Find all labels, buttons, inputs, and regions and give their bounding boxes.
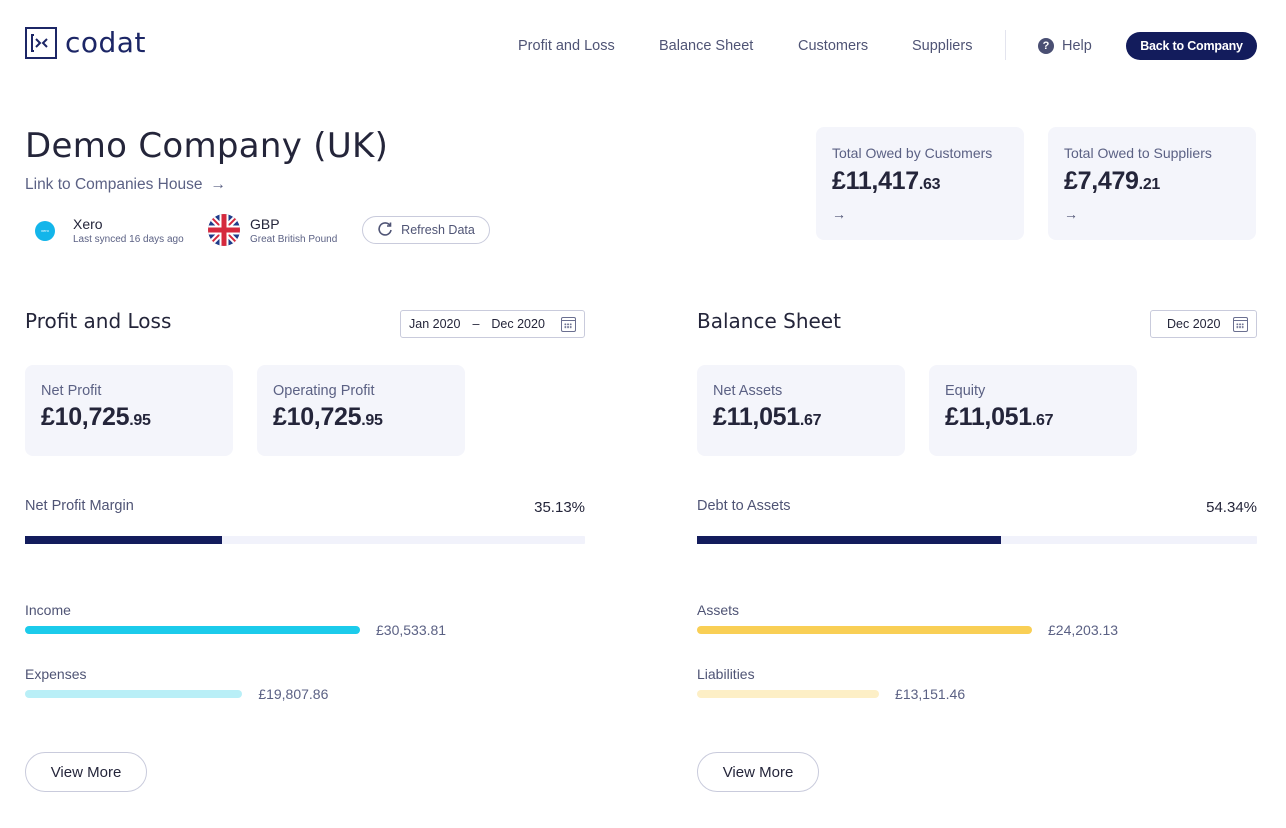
assets-bar bbox=[697, 626, 1032, 634]
nav-suppliers[interactable]: Suppliers bbox=[912, 38, 973, 54]
source-sync-status: Last synced 16 days ago bbox=[73, 234, 184, 245]
currency-info: GBP Great British Pound bbox=[208, 214, 337, 246]
operating-profit-card: Operating Profit £10,725.95 bbox=[257, 365, 465, 456]
assets-value: £24,203.13 bbox=[1048, 622, 1119, 638]
assets-label: Assets bbox=[697, 602, 740, 618]
expenses-label: Expenses bbox=[25, 666, 87, 682]
net-profit-card: Net Profit £10,725.95 bbox=[25, 365, 233, 456]
refresh-data-button[interactable]: Refresh Data bbox=[362, 216, 490, 244]
companies-house-link[interactable]: Link to Companies House → bbox=[25, 176, 226, 194]
pnl-date-from: Jan 2020 bbox=[409, 317, 461, 331]
nav-divider bbox=[1005, 30, 1006, 60]
net-profit-margin-fill bbox=[25, 536, 222, 544]
owed-customers-amount: £11,417.63 bbox=[832, 167, 941, 195]
total-owed-to-suppliers-card[interactable]: Total Owed to Suppliers £7,479.21 → bbox=[1048, 127, 1256, 240]
net-profit-margin-bar bbox=[25, 536, 585, 544]
liabilities-bar bbox=[697, 690, 880, 698]
owed-suppliers-amount: £7,479.21 bbox=[1064, 167, 1161, 195]
net-assets-card: Net Assets £11,051.67 bbox=[697, 365, 905, 456]
currency-name: Great British Pound bbox=[250, 233, 338, 245]
arrow-right-icon: → bbox=[210, 176, 227, 193]
debt-to-assets-value: 54.34% bbox=[1206, 499, 1257, 516]
equity-value: £11,051.67 bbox=[945, 403, 1054, 431]
pnl-view-more-button[interactable]: View More bbox=[25, 752, 147, 792]
arrow-right-icon[interactable]: → bbox=[832, 206, 846, 222]
date-range-separator: – bbox=[472, 317, 480, 331]
brand-name: codat bbox=[65, 26, 146, 59]
nav-profit-and-loss[interactable]: Profit and Loss bbox=[518, 38, 615, 54]
nav-balance-sheet[interactable]: Balance Sheet bbox=[659, 38, 754, 54]
equity-label: Equity bbox=[945, 383, 986, 399]
net-profit-margin-label: Net Profit Margin bbox=[25, 498, 134, 514]
help-icon: ? bbox=[1038, 38, 1054, 54]
bs-date-picker[interactable]: Dec 2020 bbox=[1150, 310, 1257, 338]
owed-suppliers-label: Total Owed to Suppliers bbox=[1064, 145, 1212, 161]
codat-logo[interactable]: codat bbox=[25, 26, 146, 59]
bs-date: Dec 2020 bbox=[1167, 317, 1221, 331]
xero-icon: xero bbox=[35, 220, 55, 241]
pnl-date-to: Dec 2020 bbox=[491, 317, 545, 331]
back-to-company-button[interactable]: Back to Company bbox=[1126, 32, 1257, 60]
debt-to-assets-bar bbox=[697, 536, 1257, 544]
accounting-source: xero Xero Last synced 16 days ago bbox=[35, 216, 184, 245]
uk-flag-icon bbox=[208, 214, 240, 246]
help-link[interactable]: ? Help bbox=[1038, 38, 1092, 54]
bs-view-more-button[interactable]: View More bbox=[697, 752, 819, 792]
codat-logo-icon bbox=[25, 26, 57, 59]
net-assets-value: £11,051.67 bbox=[713, 403, 822, 431]
operating-profit-label: Operating Profit bbox=[273, 383, 375, 399]
debt-to-assets-fill bbox=[697, 536, 1002, 544]
currency-code: GBP bbox=[250, 215, 280, 232]
pnl-date-range-picker[interactable]: Jan 2020 – Dec 2020 bbox=[400, 310, 585, 338]
debt-to-assets-label: Debt to Assets bbox=[697, 498, 791, 514]
net-profit-margin-value: 35.13% bbox=[534, 499, 585, 516]
arrow-right-icon[interactable]: → bbox=[1064, 206, 1078, 222]
liabilities-label: Liabilities bbox=[697, 666, 755, 682]
liabilities-value: £13,151.46 bbox=[895, 686, 966, 702]
total-owed-by-customers-card[interactable]: Total Owed by Customers £11,417.63 → bbox=[816, 127, 1024, 240]
companies-house-link-label: Link to Companies House bbox=[25, 176, 203, 193]
operating-profit-value: £10,725.95 bbox=[273, 403, 383, 431]
income-label: Income bbox=[25, 602, 71, 618]
company-name: Demo Company (UK) bbox=[25, 126, 389, 166]
income-bar bbox=[25, 626, 360, 634]
calendar-icon bbox=[1233, 316, 1248, 332]
net-profit-value: £10,725.95 bbox=[41, 403, 151, 431]
owed-customers-label: Total Owed by Customers bbox=[832, 145, 993, 161]
help-label: Help bbox=[1062, 38, 1092, 54]
expenses-value: £19,807.86 bbox=[258, 686, 329, 702]
net-profit-label: Net Profit bbox=[41, 383, 102, 399]
refresh-icon bbox=[377, 221, 393, 240]
calendar-icon bbox=[561, 316, 576, 332]
income-value: £30,533.81 bbox=[376, 622, 447, 638]
equity-card: Equity £11,051.67 bbox=[929, 365, 1137, 456]
bs-section-title: Balance Sheet bbox=[697, 309, 841, 333]
source-name: Xero bbox=[73, 216, 103, 232]
refresh-data-label: Refresh Data bbox=[401, 223, 475, 237]
expenses-bar bbox=[25, 690, 243, 698]
net-assets-label: Net Assets bbox=[713, 383, 783, 399]
pnl-section-title: Profit and Loss bbox=[25, 309, 172, 333]
nav-customers[interactable]: Customers bbox=[798, 38, 869, 54]
